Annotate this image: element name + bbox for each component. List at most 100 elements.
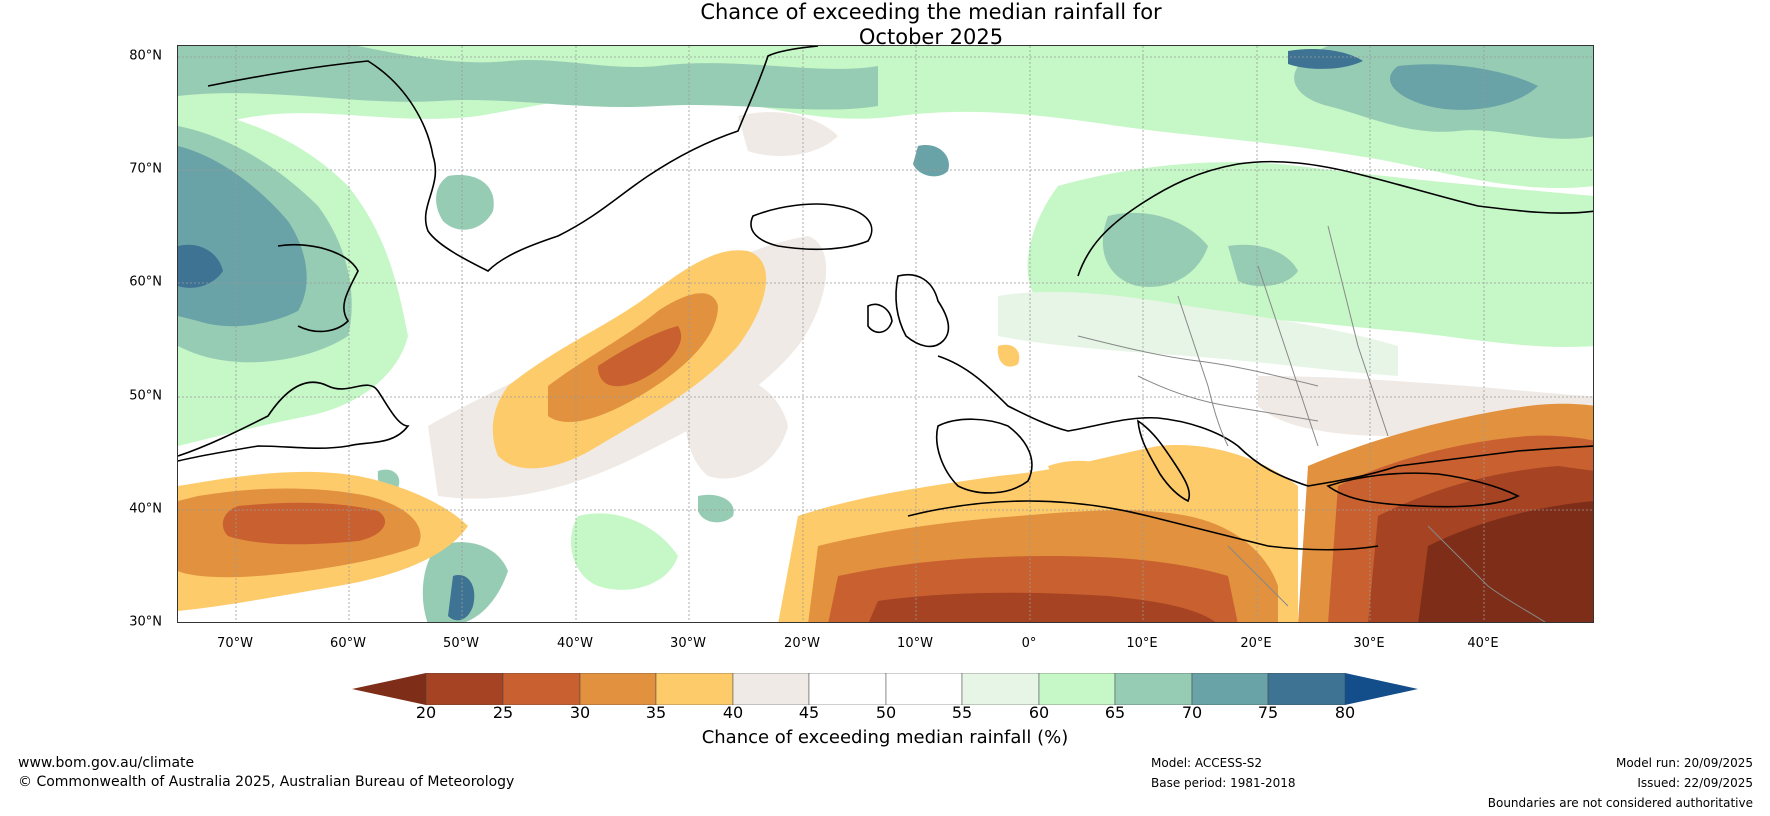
lon-label-60w: 60°W [330, 636, 366, 651]
colorbar-label: Chance of exceeding median rainfall (%) [701, 727, 1069, 748]
subtropical-teal-patch-3 [698, 494, 734, 523]
colorbar-svg [352, 672, 1418, 706]
italy-coast [1137, 419, 1191, 503]
map-title: Chance of exceeding the median rainfall … [0, 0, 1770, 50]
colorbar-bin-50-55 [885, 672, 963, 706]
turkey-coast [1326, 472, 1520, 508]
colorbar-tick-25: 25 [492, 703, 514, 722]
colorbar-tick-55: 55 [951, 703, 973, 722]
rainfall-map [177, 45, 1594, 623]
uk-dry-patch [997, 344, 1020, 367]
colorbar-high-triangle [1345, 673, 1418, 705]
central-atlantic-grey [685, 373, 788, 479]
copyright-text: © Commonwealth of Australia 2025, Austra… [18, 774, 515, 790]
labrador-blue-patch [178, 244, 223, 288]
svalbard-blue-patch [1288, 49, 1363, 69]
colorbar-tick-70: 70 [1181, 703, 1203, 722]
lon-label-70w: 70°W [217, 636, 253, 651]
colorbar-tick-30: 30 [569, 703, 591, 722]
lat-label-30n: 30°N [129, 614, 162, 630]
lat-label-80n: 80°N [129, 48, 162, 64]
colorbar-bin-75-80 [1267, 672, 1346, 706]
north-africa-coast [907, 500, 1379, 551]
colorbar-tick-50: 50 [875, 703, 897, 722]
europe-light-green [998, 291, 1398, 376]
colorbar-bin-40-45 [732, 672, 810, 706]
europe-coast [937, 355, 1593, 487]
colorbar-bin-25-30 [502, 672, 581, 706]
lon-label-40e: 40°E [1467, 636, 1499, 651]
subtropical-atlantic-brown [222, 502, 386, 545]
scandinavia-teal-patch [1102, 212, 1208, 287]
colorbar-tick-45: 45 [798, 703, 820, 722]
lon-label-20w: 20°W [784, 636, 820, 651]
lon-label-50w: 50°W [443, 636, 479, 651]
ireland-coast [867, 303, 893, 334]
atlantic-teal-patch-1 [436, 175, 494, 230]
middle-east-darkest [1418, 501, 1593, 622]
colorbar-bin-70-75 [1191, 672, 1269, 706]
italy-dry-patch [1178, 452, 1223, 488]
boundary-7 [1227, 545, 1289, 607]
north-africa-deep [868, 592, 1216, 622]
baltic-teal-patch [1228, 244, 1298, 287]
colorbar-bin-35-40 [655, 672, 734, 706]
boundary-4 [1327, 225, 1389, 437]
subtropical-blue-patch [448, 575, 475, 621]
boundary-1 [1077, 335, 1319, 387]
model-name: Model: ACCESS-S2 [1151, 756, 1263, 770]
lat-label-50n: 50°N [129, 388, 162, 404]
colorbar-tick-60: 60 [1028, 703, 1050, 722]
atlantic-teal-patch-2 [913, 145, 949, 177]
scandinavia-wet-region [1027, 162, 1593, 348]
subtropical-light-green [570, 513, 678, 590]
uk-coast [895, 274, 950, 348]
scandinavia-coast [1077, 160, 1593, 277]
colorbar-low-triangle [352, 673, 426, 705]
dry-anomaly-regions [178, 250, 1593, 622]
website-link[interactable]: www.bom.gov.au/climate [18, 755, 195, 771]
lon-label-10w: 10°W [897, 636, 933, 651]
base-period: Base period: 1981-2018 [1151, 776, 1296, 790]
colorbar-tick-35: 35 [645, 703, 667, 722]
colorbar-bin-55-60 [961, 672, 1040, 706]
lon-label-40w: 40°W [557, 636, 593, 651]
colorbar-bin-45-50 [808, 672, 887, 706]
colorbar-tick-75: 75 [1257, 703, 1279, 722]
lon-label-20e: 20°E [1240, 636, 1272, 651]
lat-label-70n: 70°N [129, 161, 162, 177]
colorbar-tick-40: 40 [722, 703, 744, 722]
colorbar-tick-65: 65 [1104, 703, 1126, 722]
colorbar-tick-20: 20 [415, 703, 437, 722]
coastlines [178, 46, 1593, 551]
lon-label-30w: 30°W [670, 636, 706, 651]
map-canvas [178, 46, 1593, 622]
colorbar-bin-20-25 [425, 672, 504, 706]
iceland-coast [750, 203, 873, 251]
canada-north-coast [277, 243, 359, 333]
lon-label-30e: 30°E [1353, 636, 1385, 651]
iberia-coast [935, 418, 1033, 494]
atlantic-dry-deep [598, 326, 682, 387]
model-run-date: Model run: 20/09/2025 [1615, 756, 1753, 770]
colorbar [352, 672, 1418, 706]
country-boundaries [1077, 225, 1546, 622]
arctic-dark-patch-east [1389, 64, 1538, 110]
lat-label-40n: 40°N [129, 501, 162, 517]
labrador-coast [178, 381, 410, 462]
lon-label-0: 0° [1021, 636, 1037, 651]
boundary-6 [1427, 525, 1546, 622]
lon-label-10e: 10°E [1126, 636, 1158, 651]
issued-date: Issued: 22/09/2025 [1637, 776, 1753, 790]
north-grey-patch [738, 112, 838, 156]
colorbar-bin-65-70 [1114, 672, 1193, 706]
lat-label-60n: 60°N [129, 274, 162, 290]
colorbar-tick-80: 80 [1334, 703, 1356, 722]
colorbar-bin-60-65 [1038, 672, 1116, 706]
boundary-2 [1177, 295, 1229, 447]
colorbar-bin-30-35 [579, 672, 657, 706]
greenland-coast [207, 46, 819, 272]
title-line-1: Chance of exceeding the median rainfall … [700, 0, 1162, 24]
iberia-dry-patch [1048, 460, 1118, 496]
boundary-5 [1137, 375, 1319, 422]
